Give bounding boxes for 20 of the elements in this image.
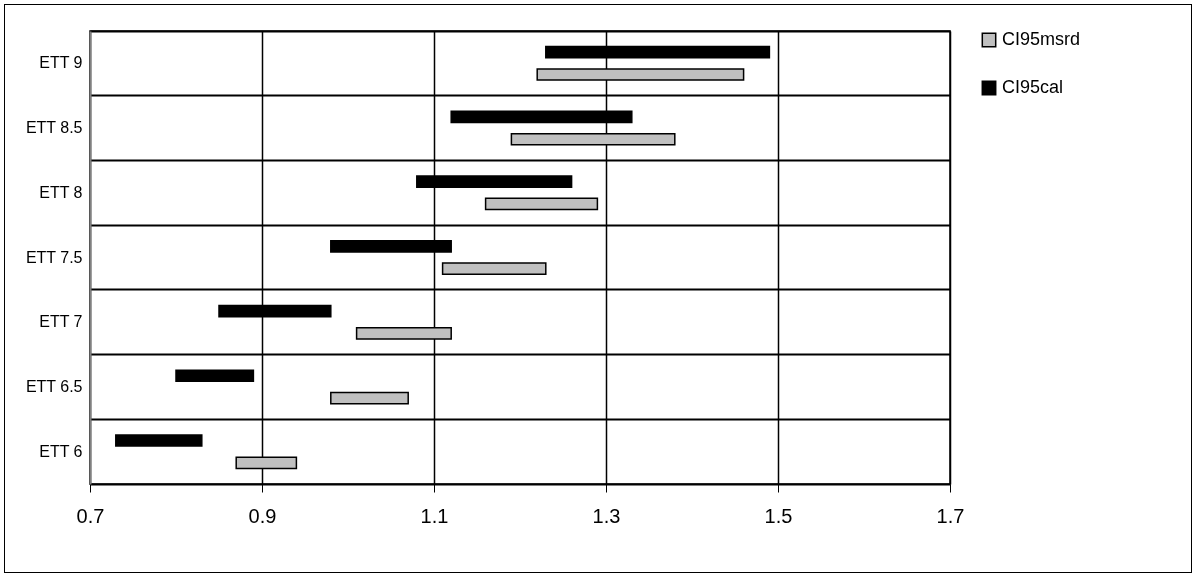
x-tick-label: 0.9 [248,504,277,527]
y-tick-label: ETT 6 [39,442,83,460]
legend-label: CI95msrd [1002,29,1081,49]
bar [441,262,547,275]
x-tick-label: 1.3 [592,504,621,527]
bar [484,197,599,211]
bar [175,369,255,383]
y-tick-label: ETT 7 [39,313,83,331]
x-tick-label: 1.7 [936,504,965,527]
x-tick-label: 1.5 [764,504,793,527]
legend-label: CI95cal [1002,77,1064,97]
x-tick-label: 0.7 [76,504,105,527]
y-tick-label: ETT 9 [39,54,83,72]
y-tick-label: ETT 8 [39,183,83,201]
y-tick-label: ETT 8.5 [25,119,83,137]
bar [115,434,203,447]
y-tick-label: ETT 7.5 [25,248,83,266]
x-tick-label: 1.1 [420,504,449,527]
y-tick-label: ETT 6.5 [25,377,83,395]
bar [330,391,409,405]
